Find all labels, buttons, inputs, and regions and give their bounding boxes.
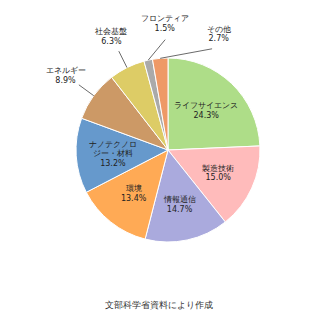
leader-line <box>160 49 212 59</box>
label-line: 社会基盤 <box>95 27 127 36</box>
slice-label: フロンティア1.5% <box>141 14 189 33</box>
label-line: エネルギー <box>46 66 86 75</box>
label-line: 6.3% <box>101 37 122 46</box>
pie-chart: ライフサイエンス24.3% 製造技術15.0% 情報通信14.7% 環境13.4% ナノ… <box>0 0 318 318</box>
label-line: 24.3% <box>193 111 219 120</box>
label-line: 情報通信 <box>163 195 196 204</box>
label-line: 製造技術 <box>202 164 234 173</box>
label-line: 8.9% <box>55 76 76 85</box>
slice-label: 情報通信14.7% <box>163 195 196 214</box>
labels: ライフサイエンス24.3% 製造技術15.0% 情報通信14.7% 環境13.4% ナノ… <box>46 14 239 214</box>
label-line: 14.7% <box>167 205 193 214</box>
label-line: フロンティア <box>141 14 189 23</box>
leader-line <box>79 85 94 96</box>
slice-label: ライフサイエンス24.3% <box>174 101 238 120</box>
label-line: その他 <box>207 25 231 34</box>
leader-line <box>119 51 127 67</box>
slice-label: 環境13.4% <box>121 184 147 203</box>
label-line: 13.2% <box>100 159 126 168</box>
slice-label: その他2.7% <box>207 25 231 44</box>
note: 文部科学省資料により作成 <box>105 300 213 310</box>
label-line: 15.0% <box>206 173 232 182</box>
label-line: 2.7% <box>209 34 230 43</box>
pie-slice <box>152 58 168 150</box>
pie-slice <box>168 58 260 150</box>
chart-container: ライフサイエンス24.3% 製造技術15.0% 情報通信14.7% 環境13.4% ナノ… <box>0 0 318 318</box>
label-line: ジー・材料 <box>93 149 133 158</box>
leader-line <box>148 40 165 61</box>
slice-label: 製造技術15.0% <box>202 164 234 183</box>
slice-label: エネルギー8.9% <box>46 66 86 85</box>
label-line: 1.5% <box>155 24 176 33</box>
label-line: ライフサイエンス <box>174 101 238 110</box>
label-line: ナノテクノロ <box>89 140 137 149</box>
slice-label: ナノテクノロジー・材料13.2% <box>89 140 137 168</box>
slice-label: 社会基盤6.3% <box>95 27 127 46</box>
slices <box>76 58 260 242</box>
label-line: 環境 <box>126 184 142 193</box>
label-line: 13.4% <box>121 194 147 203</box>
